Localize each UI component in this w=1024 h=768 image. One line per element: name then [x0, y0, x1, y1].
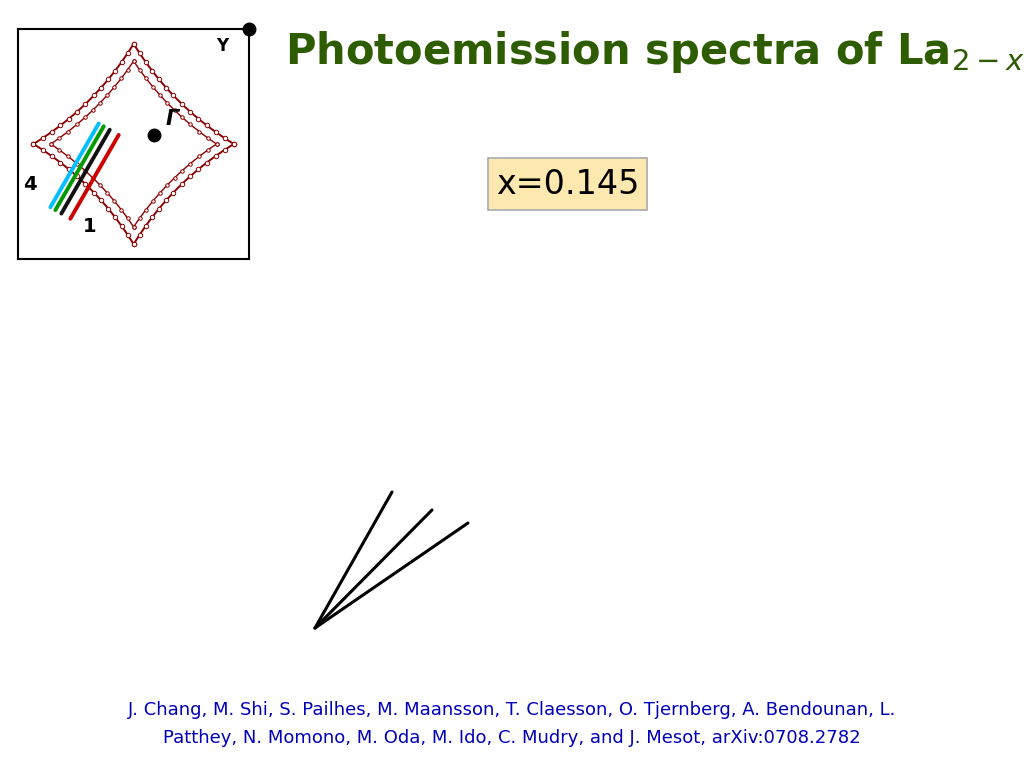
FancyBboxPatch shape [488, 158, 647, 210]
Text: 4: 4 [24, 175, 37, 194]
Text: Photoemission spectra of La$_{2-x}$Sr$_x$CuO$_4$: Photoemission spectra of La$_{2-x}$Sr$_x… [285, 29, 1024, 75]
Text: Γ: Γ [166, 108, 179, 129]
Text: 1: 1 [83, 217, 96, 237]
Text: Y: Y [217, 37, 228, 55]
Text: Patthey, N. Momono, M. Oda, M. Ido, C. Mudry, and J. Mesot, arXiv:0708.2782: Patthey, N. Momono, M. Oda, M. Ido, C. M… [163, 729, 861, 747]
Text: x=0.145: x=0.145 [496, 167, 639, 200]
Text: J. Chang, M. Shi, S. Pailhes, M. Maansson, T. Claesson, O. Tjernberg, A. Bendoun: J. Chang, M. Shi, S. Pailhes, M. Maansso… [128, 701, 896, 719]
